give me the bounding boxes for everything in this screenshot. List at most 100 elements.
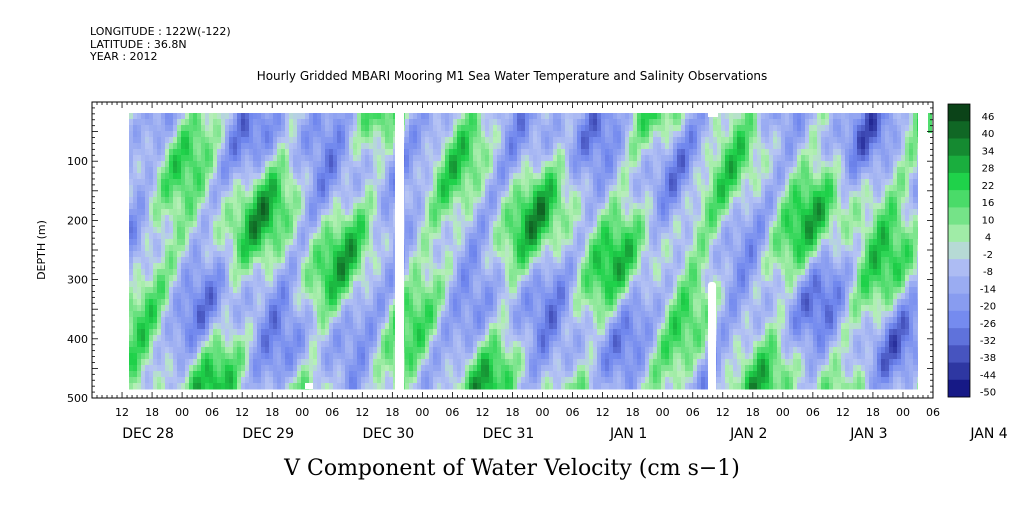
- heat-cell: [185, 317, 190, 324]
- heat-cell: [225, 119, 230, 126]
- heat-cell: [189, 143, 194, 150]
- heat-cell: [429, 155, 434, 162]
- heat-cell: [405, 329, 410, 336]
- heat-cell: [489, 227, 494, 234]
- heat-cell: [377, 311, 382, 318]
- heat-cell: [469, 131, 474, 138]
- heat-cell: [501, 377, 506, 384]
- heat-cell: [445, 233, 450, 240]
- heat-cell: [285, 125, 290, 132]
- heat-cell: [465, 311, 470, 318]
- heat-cell: [441, 293, 446, 300]
- heat-cell: [333, 305, 338, 312]
- heat-cell: [361, 305, 366, 312]
- heat-cell: [301, 293, 306, 300]
- heat-cell: [537, 155, 542, 162]
- heat-cell: [289, 311, 294, 318]
- heat-cell: [409, 329, 414, 336]
- heat-cell: [261, 137, 266, 144]
- heat-cell: [381, 305, 386, 312]
- heat-cell: [417, 119, 422, 126]
- heat-cell: [205, 377, 210, 384]
- heat-cell: [249, 215, 254, 222]
- heat-cell: [273, 305, 278, 312]
- heat-cell: [249, 227, 254, 234]
- heat-cell: [481, 275, 486, 282]
- heat-cell: [533, 197, 538, 204]
- heat-cell: [225, 299, 230, 306]
- heat-cell: [537, 131, 542, 138]
- heat-cell: [441, 221, 446, 228]
- heat-cell: [273, 125, 278, 132]
- heat-cell: [409, 299, 414, 306]
- heat-cell: [497, 149, 502, 156]
- heat-cell: [405, 341, 410, 348]
- heat-cell: [165, 113, 170, 120]
- heat-cell: [229, 215, 234, 222]
- heat-cell: [549, 203, 554, 210]
- heat-cell: [413, 317, 418, 324]
- heat-cell: [525, 251, 530, 258]
- heat-cell: [257, 383, 262, 390]
- heat-cell: [361, 155, 366, 162]
- heat-cell: [289, 317, 294, 324]
- heat-cell: [321, 293, 326, 300]
- heat-cell: [477, 353, 482, 360]
- heat-cell: [525, 377, 530, 384]
- heat-cell: [145, 353, 150, 360]
- heat-cell: [553, 305, 558, 312]
- heat-cell: [541, 233, 546, 240]
- heat-cell: [297, 251, 302, 258]
- heat-cell: [213, 293, 218, 300]
- heat-cell: [481, 317, 486, 324]
- heat-cell: [449, 221, 454, 228]
- heat-cell: [229, 173, 234, 180]
- heat-cell: [205, 311, 210, 318]
- heat-cell: [165, 179, 170, 186]
- heat-cell: [549, 143, 554, 150]
- heat-cell: [293, 215, 298, 222]
- heat-cell: [353, 353, 358, 360]
- heat-cell: [277, 191, 282, 198]
- heat-cell: [461, 149, 466, 156]
- heat-cell: [225, 245, 230, 252]
- heat-cell: [185, 311, 190, 318]
- heat-cell: [157, 317, 162, 324]
- heat-cell: [265, 287, 270, 294]
- heat-cell: [249, 383, 254, 390]
- heat-cell: [337, 311, 342, 318]
- heat-cell: [257, 359, 262, 366]
- heat-cell: [281, 293, 286, 300]
- heat-cell: [361, 275, 366, 282]
- heat-cell: [337, 281, 342, 288]
- heat-cell: [193, 209, 198, 216]
- heat-cell: [181, 113, 186, 120]
- heat-cell: [145, 221, 150, 228]
- heat-cell: [417, 215, 422, 222]
- heat-cell: [481, 143, 486, 150]
- heat-cell: [145, 383, 150, 390]
- heat-cell: [485, 245, 490, 252]
- heat-cell: [489, 353, 494, 360]
- heat-cell: [173, 281, 178, 288]
- heat-cell: [437, 359, 442, 366]
- heat-cell: [329, 173, 334, 180]
- heat-cell: [321, 191, 326, 198]
- heat-cell: [273, 137, 278, 144]
- heat-cell: [133, 143, 138, 150]
- heat-cell: [353, 341, 358, 348]
- heat-cell: [229, 239, 234, 246]
- heat-cell: [317, 335, 322, 342]
- heat-cell: [341, 149, 346, 156]
- heat-cell: [205, 227, 210, 234]
- heat-cell: [269, 317, 274, 324]
- heat-cell: [217, 137, 222, 144]
- heat-cell: [209, 221, 214, 228]
- heat-cell: [177, 299, 182, 306]
- heat-cell: [405, 173, 410, 180]
- heat-cell: [385, 203, 390, 210]
- heat-cell: [301, 299, 306, 306]
- heat-cell: [497, 113, 502, 120]
- heat-cell: [501, 143, 506, 150]
- heat-cell: [161, 311, 166, 318]
